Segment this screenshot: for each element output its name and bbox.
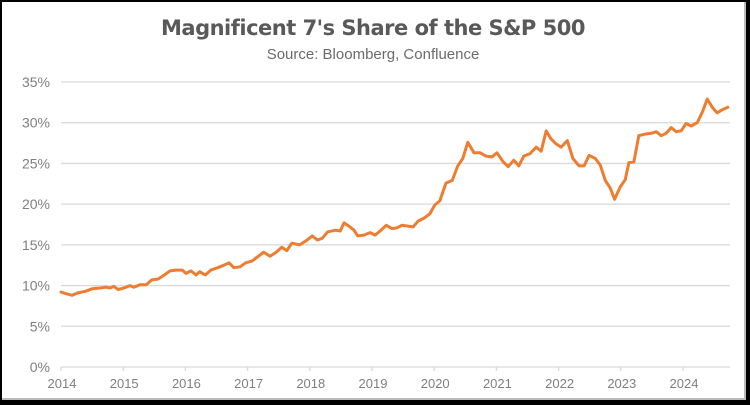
y-tick-label: 25% [22, 155, 50, 171]
x-tick-label: 2021 [483, 376, 512, 391]
x-tick-label: 2016 [172, 376, 201, 391]
chart-subtitle: Source: Bloomberg, Confluence [266, 46, 480, 63]
y-tick-label: 15% [22, 237, 50, 253]
y-axis: 0% 5% 10% 15% 20% 25% 30% 35% [22, 74, 50, 375]
y-tick-label: 35% [22, 74, 50, 90]
x-tick-label: 2017 [234, 376, 263, 391]
y-tick-label: 5% [30, 318, 50, 334]
gridlines [61, 81, 730, 368]
x-tick-label: 2018 [296, 376, 325, 391]
y-tick-label: 0% [30, 359, 50, 375]
y-tick-label: 10% [22, 278, 50, 294]
x-axis: 2014 2015 2016 2017 2018 2019 2020 2021 2022 2023… [48, 367, 699, 391]
series-group [59, 97, 730, 297]
x-tick-label: 2024 [670, 376, 699, 391]
series-line [59, 97, 730, 297]
x-tick-label: 2015 [110, 376, 139, 391]
y-tick-label: 30% [22, 115, 50, 131]
chart-title: Magnificent 7's Share of the S&P 500 [161, 16, 585, 40]
x-tick-label: 2014 [48, 376, 77, 391]
x-tick-label: 2019 [359, 376, 388, 391]
x-tick-label: 2023 [607, 376, 636, 391]
y-tick-label: 20% [22, 196, 50, 212]
x-tick-label: 2022 [545, 376, 574, 391]
x-tick-label: 2020 [421, 376, 450, 391]
chart-frame: Magnificent 7's Share of the S&P 500 Sou… [2, 2, 746, 400]
